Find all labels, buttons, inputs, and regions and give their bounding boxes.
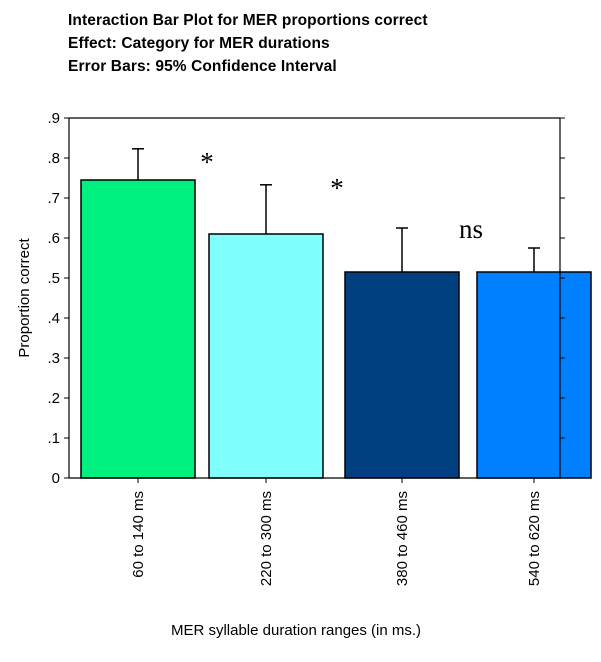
y-axis-title: Proportion correct <box>16 238 33 358</box>
y-tick-label-2: .2 <box>47 390 60 407</box>
y-tick-label-4: .4 <box>47 310 60 327</box>
significance-annotation-2: * <box>330 173 344 203</box>
y-tick-label-8: .8 <box>47 150 60 167</box>
bar-1 <box>80 179 196 479</box>
chart-title: Interaction Bar Plot for MER proportions… <box>68 12 428 29</box>
significance-annotation-1: * <box>200 147 214 177</box>
x-tick-label-3: 380 to 460 ms <box>394 491 411 586</box>
chart-subtitle: Effect: Category for MER durations <box>68 35 330 52</box>
bar-3 <box>344 271 460 479</box>
y-tick-label-7: .7 <box>47 190 60 207</box>
bar-4 <box>476 271 592 479</box>
bar-2 <box>208 233 324 479</box>
significance-annotation-3: ns <box>459 214 483 244</box>
x-tick-label-4: 540 to 620 ms <box>526 491 543 586</box>
chart-titles: Interaction Bar Plot for MER proportions… <box>68 9 428 78</box>
y-tick-label-5: .5 <box>47 270 60 287</box>
y-tick-label-1: .1 <box>47 430 60 447</box>
x-axis-title: MER syllable duration ranges (in ms.) <box>171 622 421 639</box>
y-tick-label-9: .9 <box>47 110 60 127</box>
x-tick-label-1: 60 to 140 ms <box>130 491 147 578</box>
x-tick-label-2: 220 to 300 ms <box>258 491 275 586</box>
chart-error-note: Error Bars: 95% Confidence Interval <box>68 58 337 75</box>
y-tick-label-0: 0 <box>52 470 60 487</box>
y-tick-label-6: .6 <box>47 230 60 247</box>
y-tick-label-3: .3 <box>47 350 60 367</box>
